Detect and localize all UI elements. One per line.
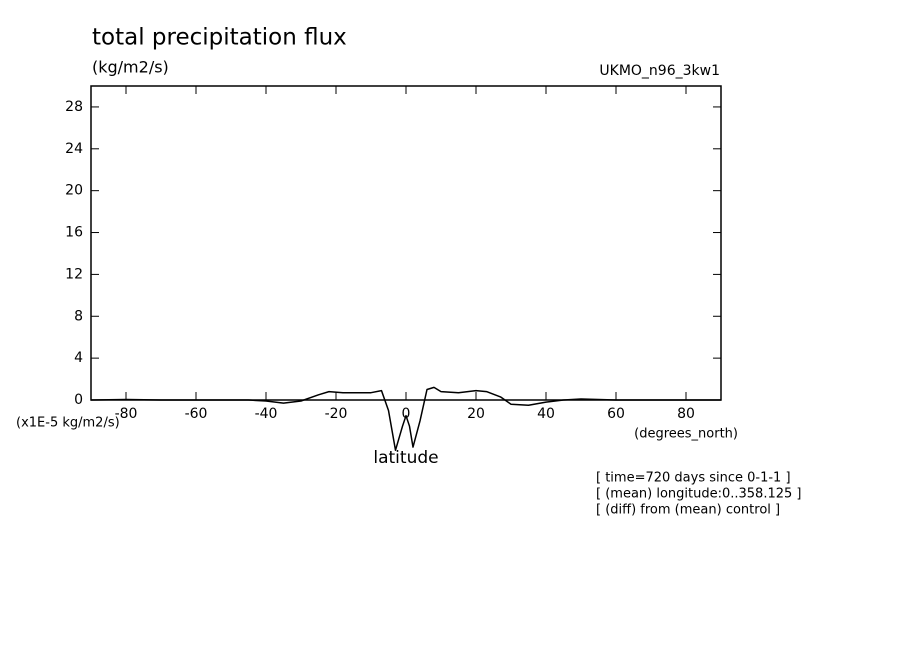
plot-frame bbox=[90, 85, 722, 401]
x-tick-label: 20 bbox=[467, 406, 485, 422]
x-tick-label: 40 bbox=[537, 406, 555, 422]
y-tick-label: 28 bbox=[65, 99, 83, 115]
x-tick-label: -80 bbox=[115, 406, 138, 422]
x-units-label: (degrees_north) bbox=[634, 427, 738, 442]
data-line bbox=[90, 386, 721, 451]
y-axis-label: (x1E-5 kg/m2/s) bbox=[16, 416, 120, 431]
note: [ (mean) longitude:0..358.125 ] bbox=[596, 487, 801, 502]
x-tick-label: -60 bbox=[185, 406, 208, 422]
x-tick-label: -40 bbox=[255, 406, 278, 422]
chart-title: total precipitation flux bbox=[92, 25, 347, 51]
x-axis-label: latitude bbox=[373, 448, 438, 468]
note: [ (diff) from (mean) control ] bbox=[596, 503, 780, 518]
dataset-label: UKMO_n96_3kw1 bbox=[599, 63, 720, 79]
units-label: (kg/m2/s) bbox=[92, 58, 169, 77]
y-tick-label: 12 bbox=[65, 266, 83, 282]
y-tick-label: 4 bbox=[74, 350, 83, 366]
x-tick-label: 80 bbox=[677, 406, 695, 422]
x-tick-label: 0 bbox=[402, 406, 411, 422]
y-tick-label: 16 bbox=[65, 225, 83, 241]
x-tick-label: -20 bbox=[325, 406, 348, 422]
x-tick-label: 60 bbox=[607, 406, 625, 422]
y-tick-label: 8 bbox=[74, 308, 83, 324]
note: [ time=720 days since 0-1-1 ] bbox=[596, 471, 791, 486]
y-tick-label: 20 bbox=[65, 183, 83, 199]
y-tick-label: 24 bbox=[65, 141, 83, 157]
y-tick-label: 0 bbox=[74, 392, 83, 408]
